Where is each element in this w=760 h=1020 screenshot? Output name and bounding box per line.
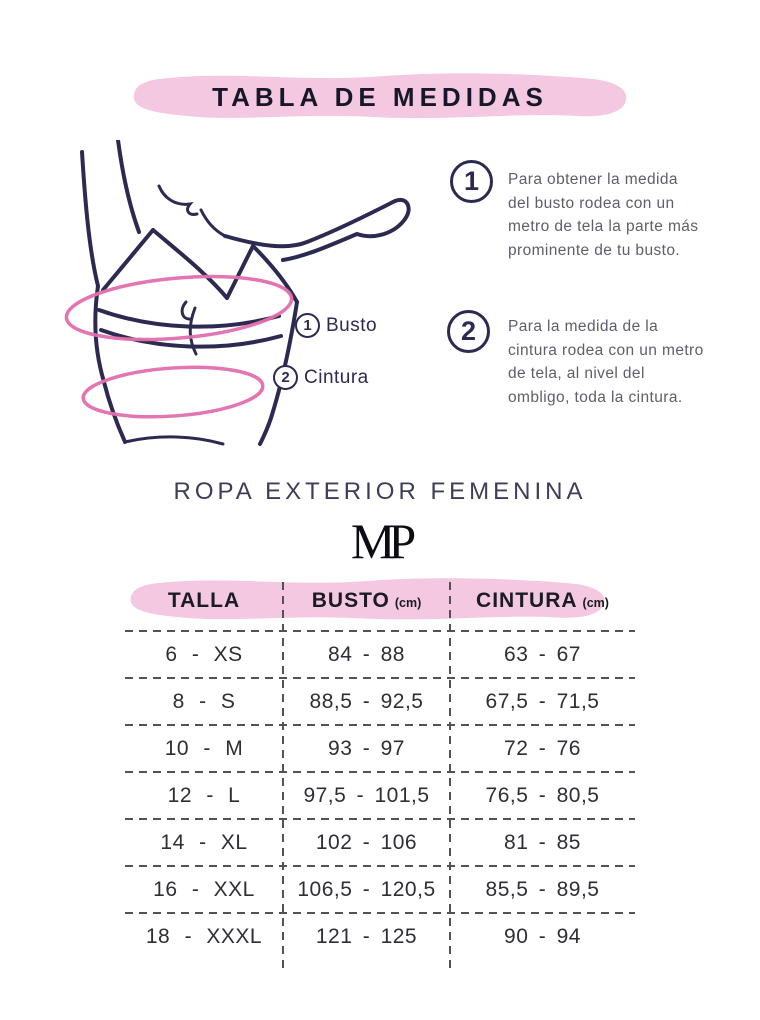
instruction-2-text: Para la medida de la cintura rodea con u… [508, 318, 704, 406]
busto-cell: 102 - 106 [315, 830, 418, 854]
busto-cell: 93 - 97 [328, 736, 405, 760]
torso-line-art [64, 138, 411, 446]
brand-logo: MP [350, 513, 416, 569]
talla-cell: 10 - M [164, 736, 244, 760]
table-row: 18 - XXXL 121 - 125 90 - 94 [125, 914, 635, 959]
talla-cell: 18 - XXXL [145, 924, 263, 948]
table-row: 16 - XXL 106,5 - 120,5 85,5 - 89,5 [125, 867, 635, 912]
cintura-cell: 63 - 67 [504, 642, 581, 666]
pink-blob-shape [133, 73, 627, 119]
busto-label-text: Busto [326, 314, 378, 336]
column-header-cintura: CINTURA (cm) [450, 589, 635, 613]
table-row: 6 - XS 84 - 88 63 - 67 [125, 632, 635, 677]
number-1-circle-icon: 1 [295, 313, 320, 338]
row-divider-dashed-line [125, 818, 635, 820]
cintura-cell: 85,5 - 89,5 [485, 877, 600, 901]
row-divider-dashed-line [125, 865, 635, 867]
table-header-row: TALLA BUSTO (cm) CINTURA (cm) [125, 577, 635, 624]
figure-illustration [55, 138, 445, 450]
column-header-talla: TALLA [125, 589, 283, 613]
cintura-cell: 72 - 76 [504, 736, 581, 760]
page-title: TABLA DE MEDIDAS [212, 81, 548, 112]
busto-cell: 84 - 88 [328, 642, 405, 666]
section-heading: ROPA EXTERIOR FEMENINA [173, 478, 587, 505]
instruction-1-number-icon: 1 [450, 160, 493, 203]
column-divider [282, 582, 284, 969]
column-header-label: CINTURA [476, 588, 578, 612]
size-table-body: 6 - XS 84 - 88 63 - 67 8 - S 88,5 - 92,5 67,5… [125, 630, 635, 959]
talla-cell: 12 - L [167, 783, 241, 807]
cintura-cell: 81 - 85 [504, 830, 581, 854]
busto-cell: 121 - 125 [315, 924, 418, 948]
cintura-cell: 67,5 - 71,5 [485, 689, 600, 713]
size-table: TALLA BUSTO (cm) CINTURA (cm) 6 - XS 84 -… [125, 577, 635, 972]
table-row: 12 - L 97,5 - 101,5 76,5 - 80,5 [125, 773, 635, 818]
column-divider [449, 582, 451, 969]
instruction-1-text: Para obtener la medida del busto rodea c… [508, 171, 699, 259]
column-header-unit: (cm) [582, 595, 609, 610]
talla-cell: 16 - XXL [153, 877, 255, 901]
talla-cell: 14 - XL [160, 830, 248, 854]
row-divider-dashed-line [125, 912, 635, 914]
number-2-circle-icon: 2 [273, 365, 298, 390]
title-banner: TABLA DE MEDIDAS [130, 72, 630, 122]
row-divider-dashed-line [125, 677, 635, 679]
table-row: 10 - M 93 - 97 72 - 76 [125, 726, 635, 771]
busto-cell: 88,5 - 92,5 [309, 689, 424, 713]
table-row: 14 - XL 102 - 106 81 - 85 [125, 820, 635, 865]
busto-label: 1 Busto [295, 313, 377, 338]
cintura-cell: 76,5 - 80,5 [485, 783, 600, 807]
column-header-busto: BUSTO (cm) [283, 589, 450, 613]
talla-cell: 8 - S [172, 689, 236, 713]
table-row: 8 - S 88,5 - 92,5 67,5 - 71,5 [125, 679, 635, 724]
row-divider-dashed-line [125, 630, 635, 632]
busto-cell: 97,5 - 101,5 [303, 783, 430, 807]
talla-cell: 6 - XS [165, 642, 243, 666]
row-divider-dashed-line [125, 771, 635, 773]
column-header-label: BUSTO [311, 588, 390, 612]
cintura-cell: 90 - 94 [504, 924, 581, 948]
cintura-label-text: Cintura [304, 366, 369, 388]
cintura-label: 2 Cintura [273, 365, 369, 390]
busto-cell: 106,5 - 120,5 [297, 877, 436, 901]
row-divider-dashed-line [125, 724, 635, 726]
column-header-label: TALLA [167, 588, 241, 612]
table-header-pink-blob [130, 578, 605, 620]
column-header-unit: (cm) [394, 595, 422, 610]
instruction-2-number-icon: 2 [447, 310, 490, 353]
